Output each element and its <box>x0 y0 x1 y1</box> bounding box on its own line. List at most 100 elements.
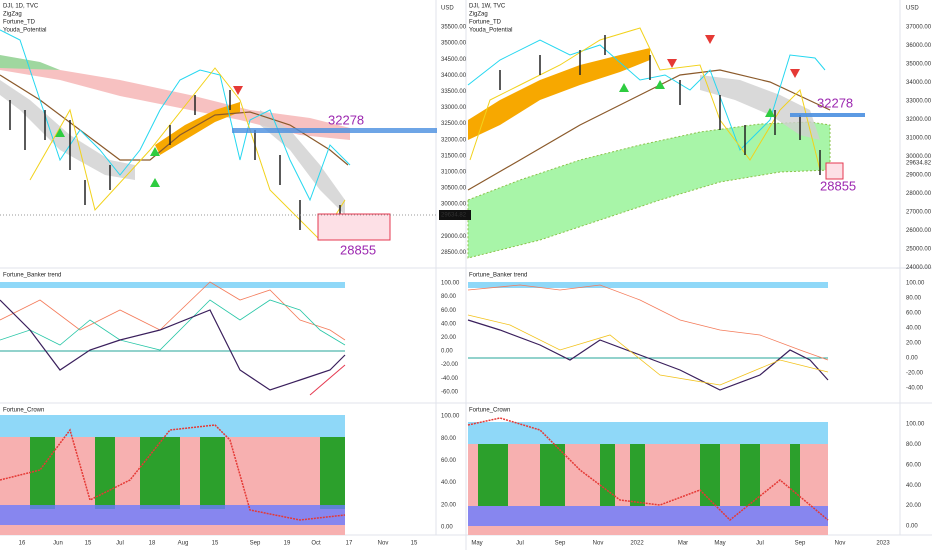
banker-tick: 40.00 <box>441 321 457 327</box>
banker-tick: 0.00 <box>441 349 453 355</box>
price-tick: 29000.00 <box>906 173 932 179</box>
price-tick: 34000.00 <box>906 80 932 86</box>
indicator-name: DJI, 1W, TVC <box>469 4 506 10</box>
right-price-drawing <box>467 27 865 259</box>
price-tick: 29000.00 <box>441 234 467 240</box>
time-tick: 18 <box>149 541 156 547</box>
price-tick: 33000.00 <box>441 105 467 111</box>
level-label: 32278 <box>328 112 364 127</box>
price-tick: 27000.00 <box>906 210 932 216</box>
banker-tick: 60.00 <box>906 311 922 317</box>
last-price: 29634.82 <box>441 213 467 219</box>
banker-tick: 100.00 <box>906 281 925 287</box>
level-label: 32278 <box>817 95 853 110</box>
price-tick: 35500.00 <box>441 25 467 31</box>
banker-tick: 20.00 <box>906 341 922 347</box>
time-tick: 2023 <box>876 541 890 547</box>
indicator-name: Fortune_TD <box>3 20 36 26</box>
time-tick: 17 <box>346 541 353 547</box>
last-price-box <box>904 158 932 168</box>
indicator-name: Fortune_Banker trend <box>3 273 61 279</box>
price-tick: 28500.00 <box>441 250 467 256</box>
time-tick: Jul <box>516 541 524 547</box>
time-tick: 15 <box>411 541 418 547</box>
time-tick: Jun <box>53 541 63 547</box>
banker-tick: -20.00 <box>906 371 924 377</box>
price-tick: 25000.00 <box>906 247 932 253</box>
price-tick: 36000.00 <box>906 43 932 49</box>
banker-tick: 60.00 <box>441 308 457 314</box>
banker-tick: -20.00 <box>441 362 459 368</box>
crown-tick: 100.00 <box>906 422 925 428</box>
banker-tick: 20.00 <box>441 335 457 341</box>
time-tick: Mar <box>678 541 688 547</box>
level-label: 28855 <box>340 242 376 257</box>
crown-tick: 80.00 <box>441 436 457 442</box>
banker-tick: 0.00 <box>906 356 918 362</box>
time-tick: Nov <box>378 541 389 547</box>
indicator-name: ZigZag <box>469 12 488 18</box>
time-tick: May <box>714 541 725 547</box>
left-price-drawing <box>0 29 437 241</box>
banker-tick: 80.00 <box>906 296 922 302</box>
time-tick: Nov <box>593 541 604 547</box>
banker-tick: -60.00 <box>441 389 459 395</box>
crown-tick: 40.00 <box>906 483 922 489</box>
time-tick: Nov <box>835 541 846 547</box>
time-tick: 15 <box>85 541 92 547</box>
time-tick: Sep <box>555 541 566 547</box>
time-tick: Aug <box>178 541 189 547</box>
currency: USD <box>906 6 919 12</box>
price-tick: 37000.00 <box>906 25 932 31</box>
crown-tick: 80.00 <box>906 442 922 448</box>
level-label: 28855 <box>820 178 856 193</box>
indicator-name: Fortune_TD <box>469 20 502 26</box>
price-tick: 24000.00 <box>906 265 932 271</box>
time-tick: Sep <box>250 541 261 547</box>
price-tick: 31000.00 <box>906 136 932 142</box>
crown-tick: 20.00 <box>441 502 457 508</box>
crown-tick: 0.00 <box>906 524 918 530</box>
banker-drawing <box>0 281 829 396</box>
time-tick: 16 <box>19 541 26 547</box>
time-tick: May <box>471 541 482 547</box>
indicator-name: ZigZag <box>3 12 22 18</box>
time-tick: Oct <box>311 541 321 547</box>
crown-tick: 100.00 <box>441 414 460 420</box>
time-tick: Jul <box>116 541 124 547</box>
price-tick: 31500.00 <box>441 153 467 159</box>
time-tick: 19 <box>284 541 291 547</box>
last-price-box <box>439 210 471 220</box>
banker-tick: 100.00 <box>441 281 460 287</box>
labels: DJI, 1D, TVC ZigZag Fortune_TD Youda_Potent… <box>3 4 932 547</box>
price-tick: 32000.00 <box>441 137 467 143</box>
indicator-name: DJI, 1D, TVC <box>3 4 39 10</box>
indicator-name: Fortune_Crown <box>3 408 44 414</box>
price-tick: 32500.00 <box>441 121 467 127</box>
price-tick: 32000.00 <box>906 117 932 123</box>
time-tick: Sep <box>795 541 806 547</box>
banker-tick: 40.00 <box>906 326 922 332</box>
indicator-name: Youda_Potential <box>469 28 513 34</box>
price-tick: 34500.00 <box>441 57 467 63</box>
indicator-name: Fortune_Banker trend <box>469 273 527 279</box>
crown-tick: 40.00 <box>441 480 457 486</box>
price-tick: 33000.00 <box>906 99 932 105</box>
crown-tick: 20.00 <box>906 503 922 509</box>
price-tick: 30000.00 <box>906 154 932 160</box>
crown-tick: 60.00 <box>441 458 457 464</box>
last-price: 29634.82 <box>906 161 932 167</box>
time-tick: 2022 <box>630 541 644 547</box>
price-tick: 26000.00 <box>906 228 932 234</box>
crown-tick: 60.00 <box>906 462 922 468</box>
time-tick: 15 <box>212 541 219 547</box>
price-tick: 31000.00 <box>441 169 467 175</box>
currency: USD <box>441 6 454 12</box>
price-tick: 34000.00 <box>441 73 467 79</box>
crown-drawing <box>0 415 829 535</box>
banker-tick: -40.00 <box>441 376 459 382</box>
banker-tick: 80.00 <box>441 294 457 300</box>
price-tick: 30000.00 <box>441 202 467 208</box>
price-tick: 30500.00 <box>441 186 467 192</box>
